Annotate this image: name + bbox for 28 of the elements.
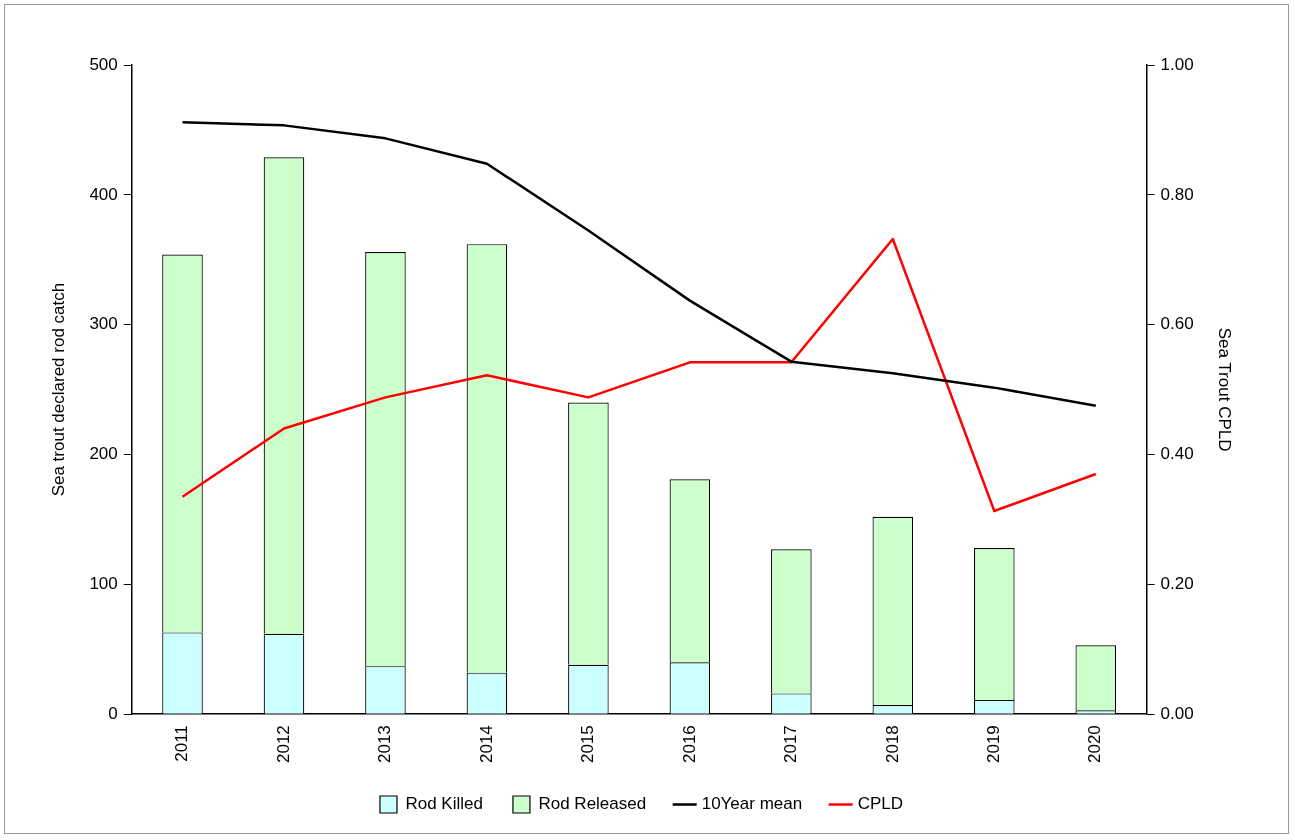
y2-tick-label: 0.60	[1160, 314, 1194, 334]
y-tick-label: 200	[89, 444, 118, 464]
y-tick-label: 400	[89, 184, 118, 204]
y2-axis-title: Sea Trout CPLD	[1215, 327, 1235, 452]
x-tick-label: 2014	[476, 725, 496, 764]
y-tick-label: 500	[89, 54, 118, 74]
y2-tick-label: 0.20	[1160, 574, 1194, 594]
y2-tick-label: 1.00	[1160, 54, 1194, 74]
x-tick-label: 2019	[983, 725, 1003, 764]
y-tick-label: 100	[89, 574, 118, 594]
legend-label: Rod Killed	[405, 794, 483, 814]
legend-label: CPLD	[857, 794, 904, 814]
x-tick-label: 2015	[578, 725, 598, 764]
x-tick-label: 2018	[882, 725, 902, 764]
x-tick-label: 2013	[375, 725, 395, 764]
legend-label: 10Year mean	[701, 794, 803, 814]
y-tick-label: 0	[108, 703, 118, 723]
x-tick-label: 2012	[273, 725, 293, 764]
y-tick-label: 300	[89, 314, 118, 334]
x-tick-label: 2020	[1085, 725, 1105, 764]
x-tick-label: 2011	[172, 725, 192, 762]
x-tick-label: 2016	[679, 725, 699, 764]
y-axis-title: Sea trout declared rod catch	[48, 282, 68, 497]
y2-tick-label: 0.00	[1160, 703, 1194, 723]
y2-tick-label: 0.40	[1160, 444, 1194, 464]
legend-label: Rod Released	[538, 794, 647, 814]
y2-tick-label: 0.80	[1160, 184, 1194, 204]
x-tick-label: 2017	[781, 725, 801, 764]
